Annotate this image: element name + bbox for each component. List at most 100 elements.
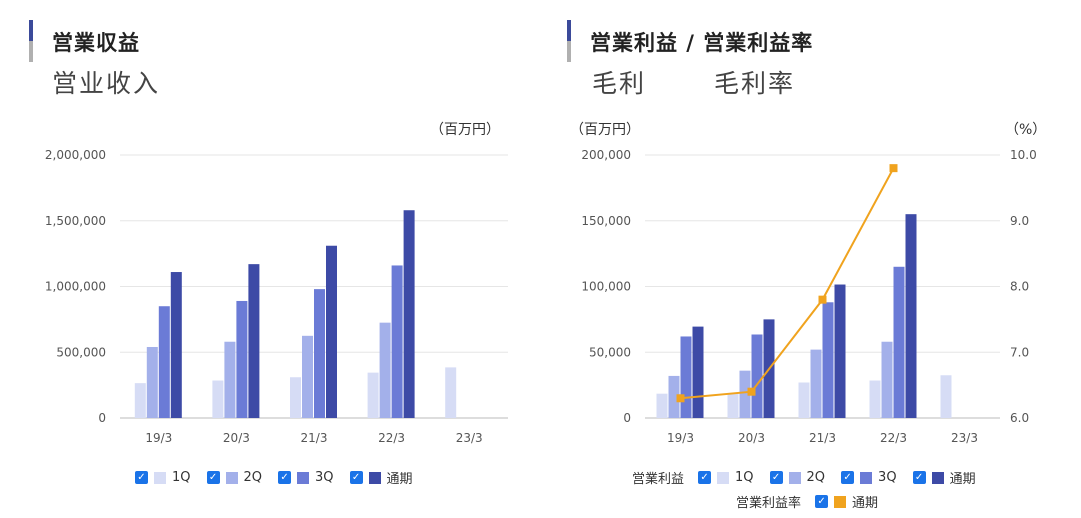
checkbox-icon[interactable]: ✓: [698, 471, 712, 484]
y-tick-label: 500,000: [56, 345, 106, 359]
y-tick-label: 100,000: [581, 280, 631, 294]
y-tick-label: 1,500,000: [45, 214, 106, 228]
x-tick-label: 23/3: [951, 431, 978, 445]
bar-1q: [869, 380, 881, 418]
legend-item-1q[interactable]: ✓ 1Q: [135, 470, 191, 485]
rate-legend: 営業利益率 ✓ 通期: [736, 492, 894, 511]
swatch-1q: [154, 471, 166, 484]
x-tick-label: 23/3: [456, 431, 483, 445]
bar-2q: [146, 346, 158, 418]
bar-1q: [367, 372, 379, 418]
profit-subtitle-1: 毛利: [592, 69, 647, 98]
profit-chart: 0 50,000 100,000 150,000 200,000 6.0 7.0 8.0 9.0…: [581, 148, 1037, 445]
profit-subtitle-2: 毛利率: [714, 69, 796, 98]
bar-3q: [751, 334, 763, 418]
bar-1q: [445, 367, 457, 418]
bar-通期: [834, 284, 846, 418]
x-tick-label: 20/3: [223, 431, 250, 445]
y2-tick-label: 6.0: [1010, 411, 1029, 425]
swatch-3q: [860, 471, 873, 484]
y2-tick-label: 7.0: [1010, 345, 1029, 359]
bar-3q: [391, 265, 403, 418]
swatch-3q: [297, 471, 310, 484]
y2-tick-label: 8.0: [1010, 280, 1029, 294]
legend-item-2q[interactable]: ✓ 2Q: [769, 470, 825, 485]
swatch-2q: [225, 471, 238, 484]
revenue-title: 営業収益: [52, 31, 140, 55]
bar-3q: [236, 300, 248, 418]
bar-1q: [134, 383, 146, 418]
legend-item-fy[interactable]: ✓ 通期: [349, 468, 413, 487]
bar-2q: [302, 335, 313, 418]
y-tick-label: 0: [98, 411, 106, 425]
bar-1q: [656, 393, 668, 418]
bar-2q: [668, 375, 680, 418]
legend-group-rate: 営業利益率: [736, 496, 802, 511]
revenue-panel: 営業収益 営业收入 （百万円） 0 500,000 1,000,000 1,500,0…: [0, 0, 540, 518]
bar-3q: [158, 306, 170, 418]
x-tick-label: 19/3: [145, 431, 172, 445]
legend-item-1q[interactable]: ✓ 1Q: [698, 470, 754, 485]
swatch-2q: [788, 471, 801, 484]
profit-title: 営業利益 / 営業利益率: [590, 31, 814, 55]
checkbox-icon[interactable]: ✓: [278, 471, 292, 484]
swatch-fy: [368, 471, 381, 484]
legend-item-2q[interactable]: ✓ 2Q: [206, 470, 262, 485]
checkbox-icon[interactable]: ✓: [135, 471, 148, 484]
bar-1q: [212, 380, 224, 418]
bar-1q: [727, 393, 739, 418]
bar-通期: [692, 326, 704, 418]
checkbox-icon[interactable]: ✓: [349, 471, 363, 484]
swatch-1q: [717, 471, 730, 484]
bar-3q: [314, 289, 325, 418]
swatch-fy: [931, 471, 944, 484]
revenue-chart: 0 500,000 1,000,000 1,500,000 2,000,000 19/3 2…: [45, 148, 508, 445]
bar-通期: [326, 245, 337, 418]
profit-unit-left: （百万円）: [570, 122, 640, 138]
rate-point: [889, 164, 898, 173]
checkbox-icon[interactable]: ✓: [912, 471, 926, 484]
title-accent-bar: [29, 20, 33, 62]
checkbox-icon[interactable]: ✓: [769, 471, 783, 484]
rate-point: [818, 295, 827, 304]
y2-tick-label: 10.0: [1010, 148, 1037, 162]
rate-line: [680, 167, 895, 400]
x-tick-label: 20/3: [738, 431, 765, 445]
x-tick-label: 21/3: [809, 431, 836, 445]
revenue-legend: ✓ 1Q ✓ 2Q ✓ 3Q ✓ 通期: [135, 468, 429, 487]
bar-1q: [290, 377, 301, 418]
bar-1q: [940, 375, 952, 418]
y-tick-label: 200,000: [581, 148, 631, 162]
legend-item-3q[interactable]: ✓ 3Q: [841, 470, 897, 485]
profit-legend: 営業利益 ✓ 1Q ✓ 2Q ✓ 3Q ✓ 通期: [632, 468, 992, 487]
y-tick-label: 0: [623, 411, 631, 425]
bar-2q: [379, 322, 391, 418]
revenue-unit-label: （百万円）: [430, 122, 500, 138]
bar-通期: [248, 264, 260, 418]
legend-item-fy[interactable]: ✓ 通期: [912, 468, 976, 487]
bar-通期: [905, 214, 917, 418]
bar-2q: [810, 349, 822, 418]
profit-unit-right: （%）: [1005, 122, 1047, 138]
bar-1q: [798, 382, 810, 418]
checkbox-icon[interactable]: ✓: [206, 471, 220, 484]
bar-3q: [680, 336, 692, 418]
swatch-rate: [834, 495, 847, 508]
x-tick-label: 22/3: [880, 431, 907, 445]
checkbox-icon[interactable]: ✓: [815, 495, 829, 508]
bar-2q: [881, 341, 893, 418]
rate-point: [747, 387, 756, 396]
bar-通期: [403, 210, 415, 418]
checkbox-icon[interactable]: ✓: [841, 471, 855, 484]
x-tick-label: 19/3: [667, 431, 694, 445]
y-tick-label: 2,000,000: [45, 148, 106, 162]
bar-3q: [822, 302, 834, 418]
legend-item-3q[interactable]: ✓ 3Q: [278, 470, 334, 485]
y-tick-label: 1,000,000: [45, 280, 106, 294]
title-accent-bar: [567, 20, 571, 62]
legend-item-rate-fy[interactable]: ✓ 通期: [815, 492, 878, 511]
revenue-subtitle: 営业收入: [52, 69, 161, 98]
x-tick-label: 22/3: [378, 431, 405, 445]
bar-通期: [170, 272, 182, 418]
bar-3q: [893, 266, 905, 418]
